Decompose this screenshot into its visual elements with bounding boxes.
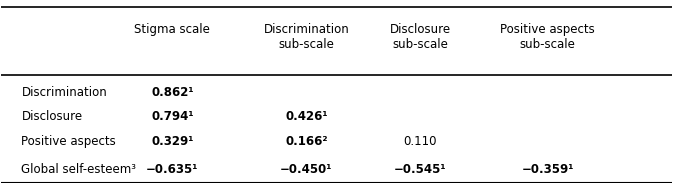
Text: Disclosure
sub-scale: Disclosure sub-scale [390, 23, 451, 51]
Text: Discrimination: Discrimination [22, 86, 107, 98]
Text: −0.359¹: −0.359¹ [522, 162, 574, 176]
Text: Disclosure: Disclosure [22, 110, 83, 123]
Text: 0.329¹: 0.329¹ [151, 135, 193, 148]
Text: 0.426¹: 0.426¹ [285, 110, 328, 123]
Text: −0.450¹: −0.450¹ [280, 162, 332, 176]
Text: Positive aspects
sub-scale: Positive aspects sub-scale [500, 23, 595, 51]
Text: 0.110: 0.110 [404, 135, 437, 148]
Text: 0.862¹: 0.862¹ [151, 86, 194, 98]
Text: Global self-esteem³: Global self-esteem³ [22, 162, 137, 176]
Text: −0.635¹: −0.635¹ [146, 162, 199, 176]
Text: Positive aspects: Positive aspects [22, 135, 116, 148]
Text: −0.545¹: −0.545¹ [394, 162, 446, 176]
Text: Stigma scale: Stigma scale [135, 23, 210, 36]
Text: 0.794¹: 0.794¹ [151, 110, 194, 123]
Text: 0.166²: 0.166² [285, 135, 328, 148]
Text: Discrimination
sub-scale: Discrimination sub-scale [263, 23, 349, 51]
